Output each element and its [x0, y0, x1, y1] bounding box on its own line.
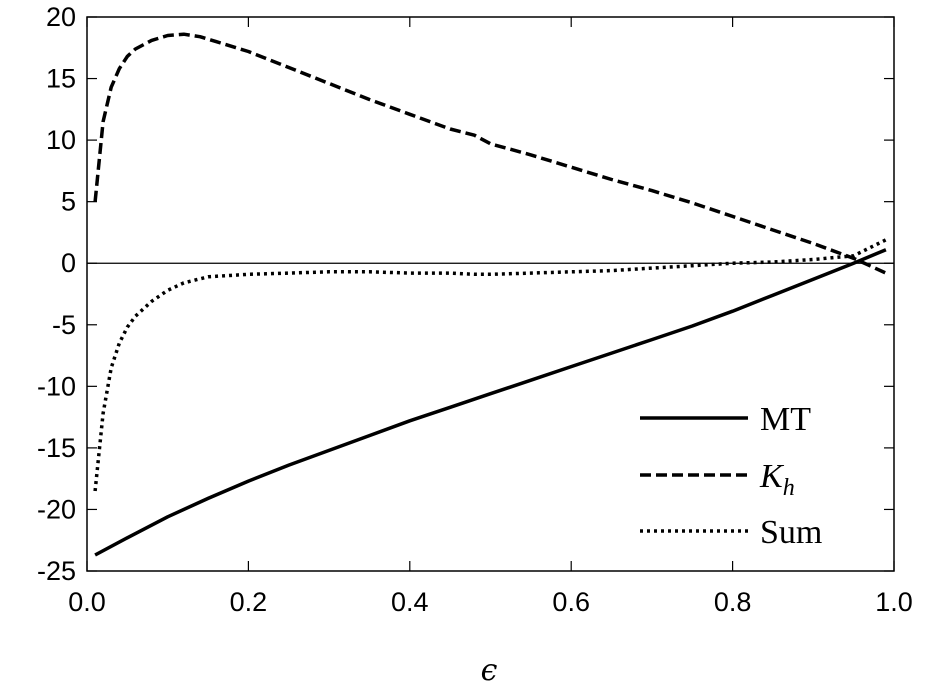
- legend-label-main: K: [759, 458, 785, 495]
- legend: MT Kh Sum: [640, 401, 822, 551]
- series-line-k-h: [93, 32, 887, 275]
- y-tick-label: 20: [46, 2, 76, 32]
- y-tick-label: -15: [37, 433, 76, 463]
- x-tick-label: 0.0: [68, 587, 106, 617]
- x-tick-label: 1.0: [875, 587, 913, 617]
- y-tick-label: 10: [46, 125, 76, 155]
- x-tick-label: 0.6: [552, 587, 590, 617]
- x-tick-label: 0.2: [230, 587, 268, 617]
- y-tick-label: -25: [37, 556, 76, 586]
- legend-label: MT: [760, 401, 811, 438]
- y-tick-label: -5: [52, 310, 76, 340]
- plot-frame: [86, 16, 895, 572]
- x-axis: 0.0 0.2 0.4 0.6 0.8 1.0: [68, 17, 913, 617]
- x-axis-label: ϵ: [481, 653, 498, 688]
- y-tick-label: 15: [46, 64, 76, 94]
- legend-label: Kh: [759, 458, 795, 501]
- series-layer: [93, 32, 887, 557]
- legend-label-main: MT: [760, 401, 811, 438]
- legend-label-sub: h: [783, 475, 795, 501]
- legend-label-main: Sum: [760, 514, 822, 551]
- y-tick-label: -20: [37, 494, 76, 524]
- series-line-mt: [94, 248, 887, 557]
- x-tick-label: 0.8: [714, 587, 752, 617]
- series-line-sum: [93, 238, 887, 492]
- x-tick-label: 0.4: [391, 587, 429, 617]
- y-tick-label: 5: [61, 187, 76, 217]
- legend-label: Sum: [760, 514, 822, 551]
- y-tick-label: 0: [61, 248, 76, 278]
- y-tick-label: -10: [37, 371, 76, 401]
- y-axis: 20 15 10 5 0 -5 -10 -15 -20 -25: [37, 2, 894, 586]
